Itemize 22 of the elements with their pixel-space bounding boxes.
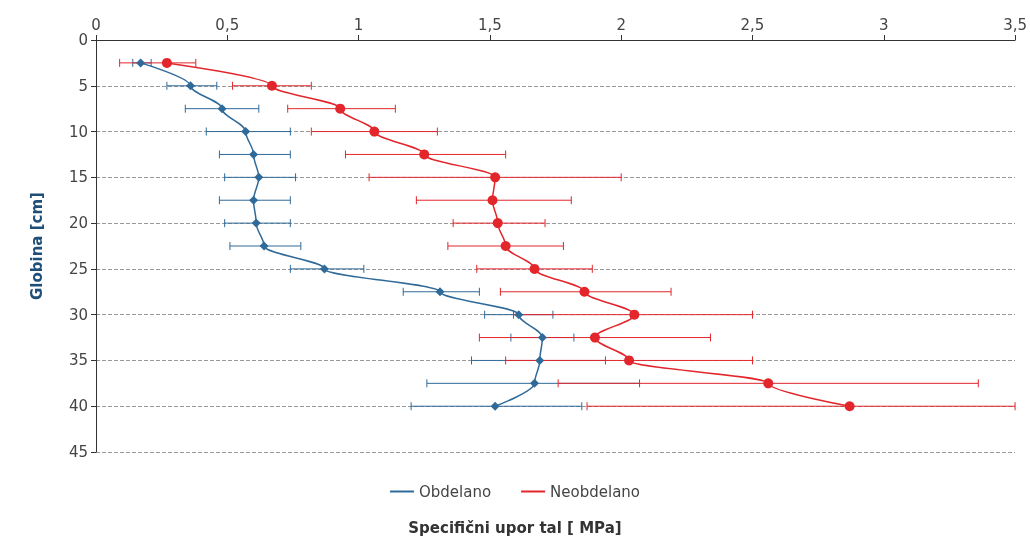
y-tick-label: 20 [68, 214, 88, 233]
y-tick-label: 5 [78, 76, 88, 95]
x-tick-label: 1,5 [477, 15, 502, 34]
y-tick-label: 40 [68, 397, 88, 416]
x-tick-label: 3,5 [1003, 15, 1027, 34]
x-tick-label: 2 [616, 15, 626, 34]
y-tick-label: 45 [68, 443, 88, 461]
legend-label: Obdelano [418, 482, 492, 501]
y-tick-label: 35 [68, 351, 88, 370]
legend-label: Neobdelano [550, 482, 641, 501]
x-tick-label: 1 [353, 15, 364, 34]
y-tick-label: 15 [68, 168, 88, 187]
x-tick-label: 0,5 [215, 15, 240, 34]
x-tick-label: 2,5 [740, 15, 765, 34]
y-axis-title: Globina [cm] [27, 192, 46, 300]
x-tick-label: 3 [879, 15, 889, 34]
x-tick-label: 0 [91, 15, 101, 34]
y-tick-label: 25 [68, 259, 88, 278]
x-axis-title: Specifični upor tal [ MPa] [408, 518, 622, 537]
y-tick-label: 0 [78, 31, 88, 49]
y-tick-label: 30 [68, 305, 88, 324]
y-tick-label: 10 [68, 122, 88, 141]
